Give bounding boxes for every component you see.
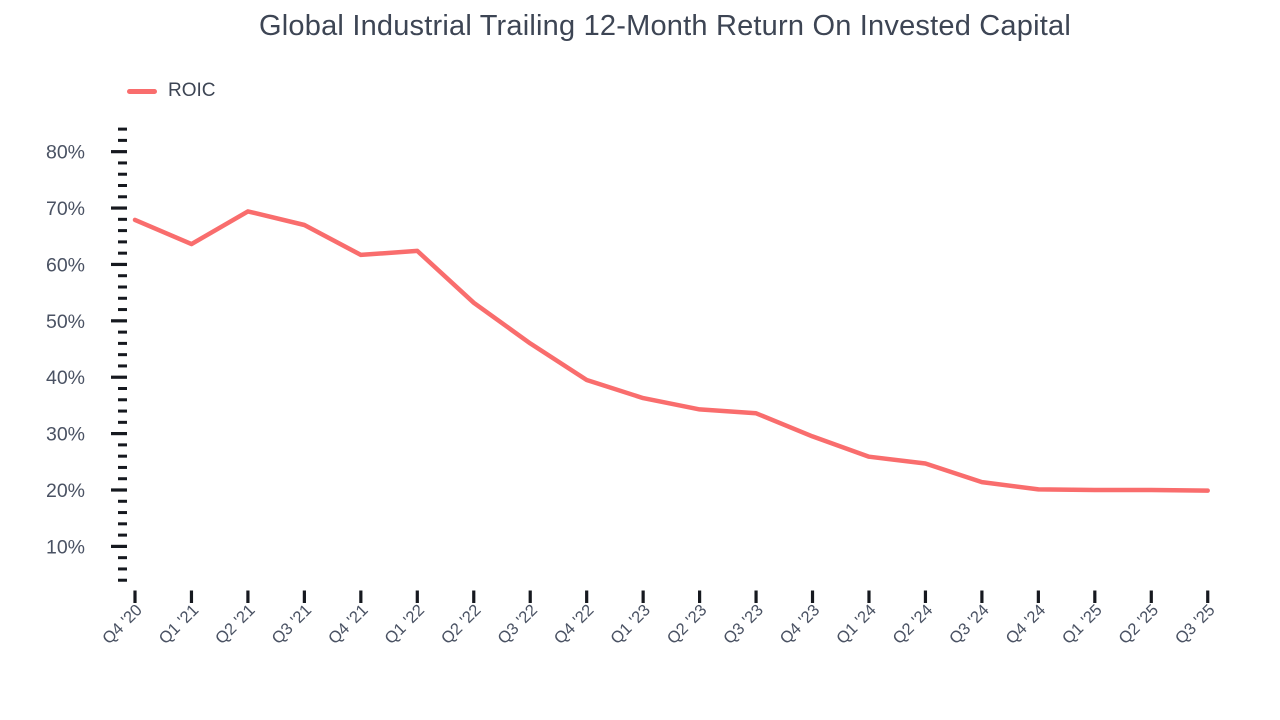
- x-axis-label: Q4 '22: [551, 601, 598, 648]
- y-axis-label: 70%: [46, 198, 85, 220]
- legend-swatch-roic: [127, 88, 157, 94]
- x-axis-label: Q1 '25: [1059, 601, 1106, 648]
- y-axis-label: 60%: [46, 254, 85, 276]
- y-axis-label: 50%: [46, 311, 85, 333]
- y-axis-label: 20%: [46, 480, 85, 502]
- x-axis-label: Q3 '23: [720, 601, 767, 648]
- y-axis-label: 40%: [46, 367, 85, 389]
- x-axis: Q4 '20 Q1 '21 Q2 '21 Q3 '21 Q4 '21 Q1 '22 Q2 '…: [99, 590, 1219, 648]
- x-axis-label: Q3 '21: [268, 601, 315, 648]
- x-axis-label: Q4 '21: [325, 601, 372, 648]
- x-axis-label: Q4 '24: [1002, 601, 1049, 648]
- x-axis-label: Q2 '23: [664, 601, 711, 648]
- x-axis-label: Q3 '25: [1172, 601, 1219, 648]
- x-axis-label: Q1 '23: [607, 601, 654, 648]
- x-axis-label: Q4 '23: [777, 601, 824, 648]
- x-axis-label: Q1 '21: [156, 601, 203, 648]
- y-axis: 80% 70% 60% 50% 40% 30% 20% 10%: [46, 127, 127, 582]
- x-axis-label: Q4 '20: [99, 601, 146, 648]
- x-axis-label: Q3 '24: [946, 601, 993, 648]
- y-axis-label: 30%: [46, 424, 85, 446]
- legend-label-roic: ROIC: [168, 80, 216, 101]
- x-axis-label: Q1 '22: [381, 601, 428, 648]
- x-axis-label: Q2 '21: [212, 601, 259, 648]
- legend[interactable]: ROIC: [127, 80, 216, 102]
- x-axis-label: Q1 '24: [833, 601, 880, 648]
- x-axis-label: Q3 '22: [494, 601, 541, 648]
- y-axis-label: 80%: [46, 142, 85, 164]
- x-axis-label: Q2 '25: [1115, 601, 1162, 648]
- chart-title: Global Industrial Trailing 12-Month Retu…: [259, 10, 1071, 42]
- x-axis-label: Q2 '24: [890, 601, 937, 648]
- y-axis-label: 10%: [46, 536, 85, 558]
- x-axis-label: Q2 '22: [438, 601, 485, 648]
- roic-line: [132, 209, 1210, 493]
